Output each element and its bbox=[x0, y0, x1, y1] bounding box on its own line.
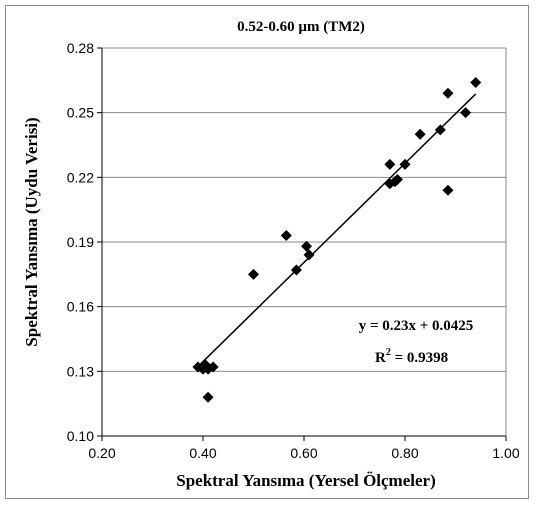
x-axis-ticks: 0.20 0.40 0.60 0.80 1.00 bbox=[88, 436, 520, 461]
data-point bbox=[207, 361, 219, 373]
x-tick-label: 1.00 bbox=[492, 445, 519, 461]
y-tick-label: 0.10 bbox=[67, 428, 94, 444]
y-tick-label: 0.22 bbox=[67, 169, 94, 185]
x-tick-label: 0.80 bbox=[391, 445, 418, 461]
y-tick-label: 0.25 bbox=[67, 105, 94, 121]
trendline-equation: y = 0.23x + 0.0425 bbox=[359, 318, 474, 334]
gridlines bbox=[102, 47, 506, 372]
data-point bbox=[414, 128, 426, 140]
data-point bbox=[442, 87, 454, 99]
chart-frame: 0.52-0.60 µm (TM2) 0.10 0.13 0.16 0.19 0.22 0… bbox=[5, 5, 529, 499]
trendline bbox=[197, 93, 477, 368]
data-point bbox=[290, 264, 302, 276]
x-axis-label: Spektral Yansıma (Yersel Ölçmeler) bbox=[176, 471, 436, 490]
data-point bbox=[391, 173, 403, 185]
x-tick-label: 0.40 bbox=[189, 445, 216, 461]
r-squared-prefix: R bbox=[375, 350, 386, 366]
y-axis-ticks: 0.10 0.13 0.16 0.19 0.22 0.25 0.28 bbox=[67, 40, 102, 444]
data-point bbox=[442, 184, 454, 196]
data-point bbox=[470, 76, 482, 88]
y-tick-label: 0.16 bbox=[67, 299, 94, 315]
x-tick-label: 0.20 bbox=[88, 445, 115, 461]
y-tick-label: 0.28 bbox=[67, 40, 94, 56]
y-tick-label: 0.19 bbox=[67, 234, 94, 250]
y-axis-label: Spektral Yansıma (Uydu Verisi) bbox=[22, 117, 41, 346]
scatter-chart: 0.52-0.60 µm (TM2) 0.100.130.160.190.220… bbox=[22, 19, 520, 490]
data-point bbox=[399, 158, 411, 170]
data-points bbox=[192, 76, 482, 403]
x-tick-label: 0.60 bbox=[290, 445, 317, 461]
r-squared-label: R2 = 0.9398 bbox=[375, 347, 448, 366]
data-point bbox=[303, 249, 315, 261]
data-point bbox=[301, 240, 313, 252]
r-squared-exponent: 2 bbox=[386, 347, 391, 358]
data-point bbox=[460, 107, 472, 119]
data-point bbox=[280, 230, 292, 242]
chart-title: 0.52-0.60 µm (TM2) bbox=[237, 19, 365, 35]
data-point bbox=[384, 158, 396, 170]
r-squared-value: = 0.9398 bbox=[391, 350, 448, 366]
trendline-line bbox=[197, 93, 477, 368]
y-tick-label: 0.13 bbox=[67, 363, 94, 379]
data-point bbox=[434, 124, 446, 136]
data-point bbox=[248, 268, 259, 280]
data-point bbox=[202, 391, 214, 403]
